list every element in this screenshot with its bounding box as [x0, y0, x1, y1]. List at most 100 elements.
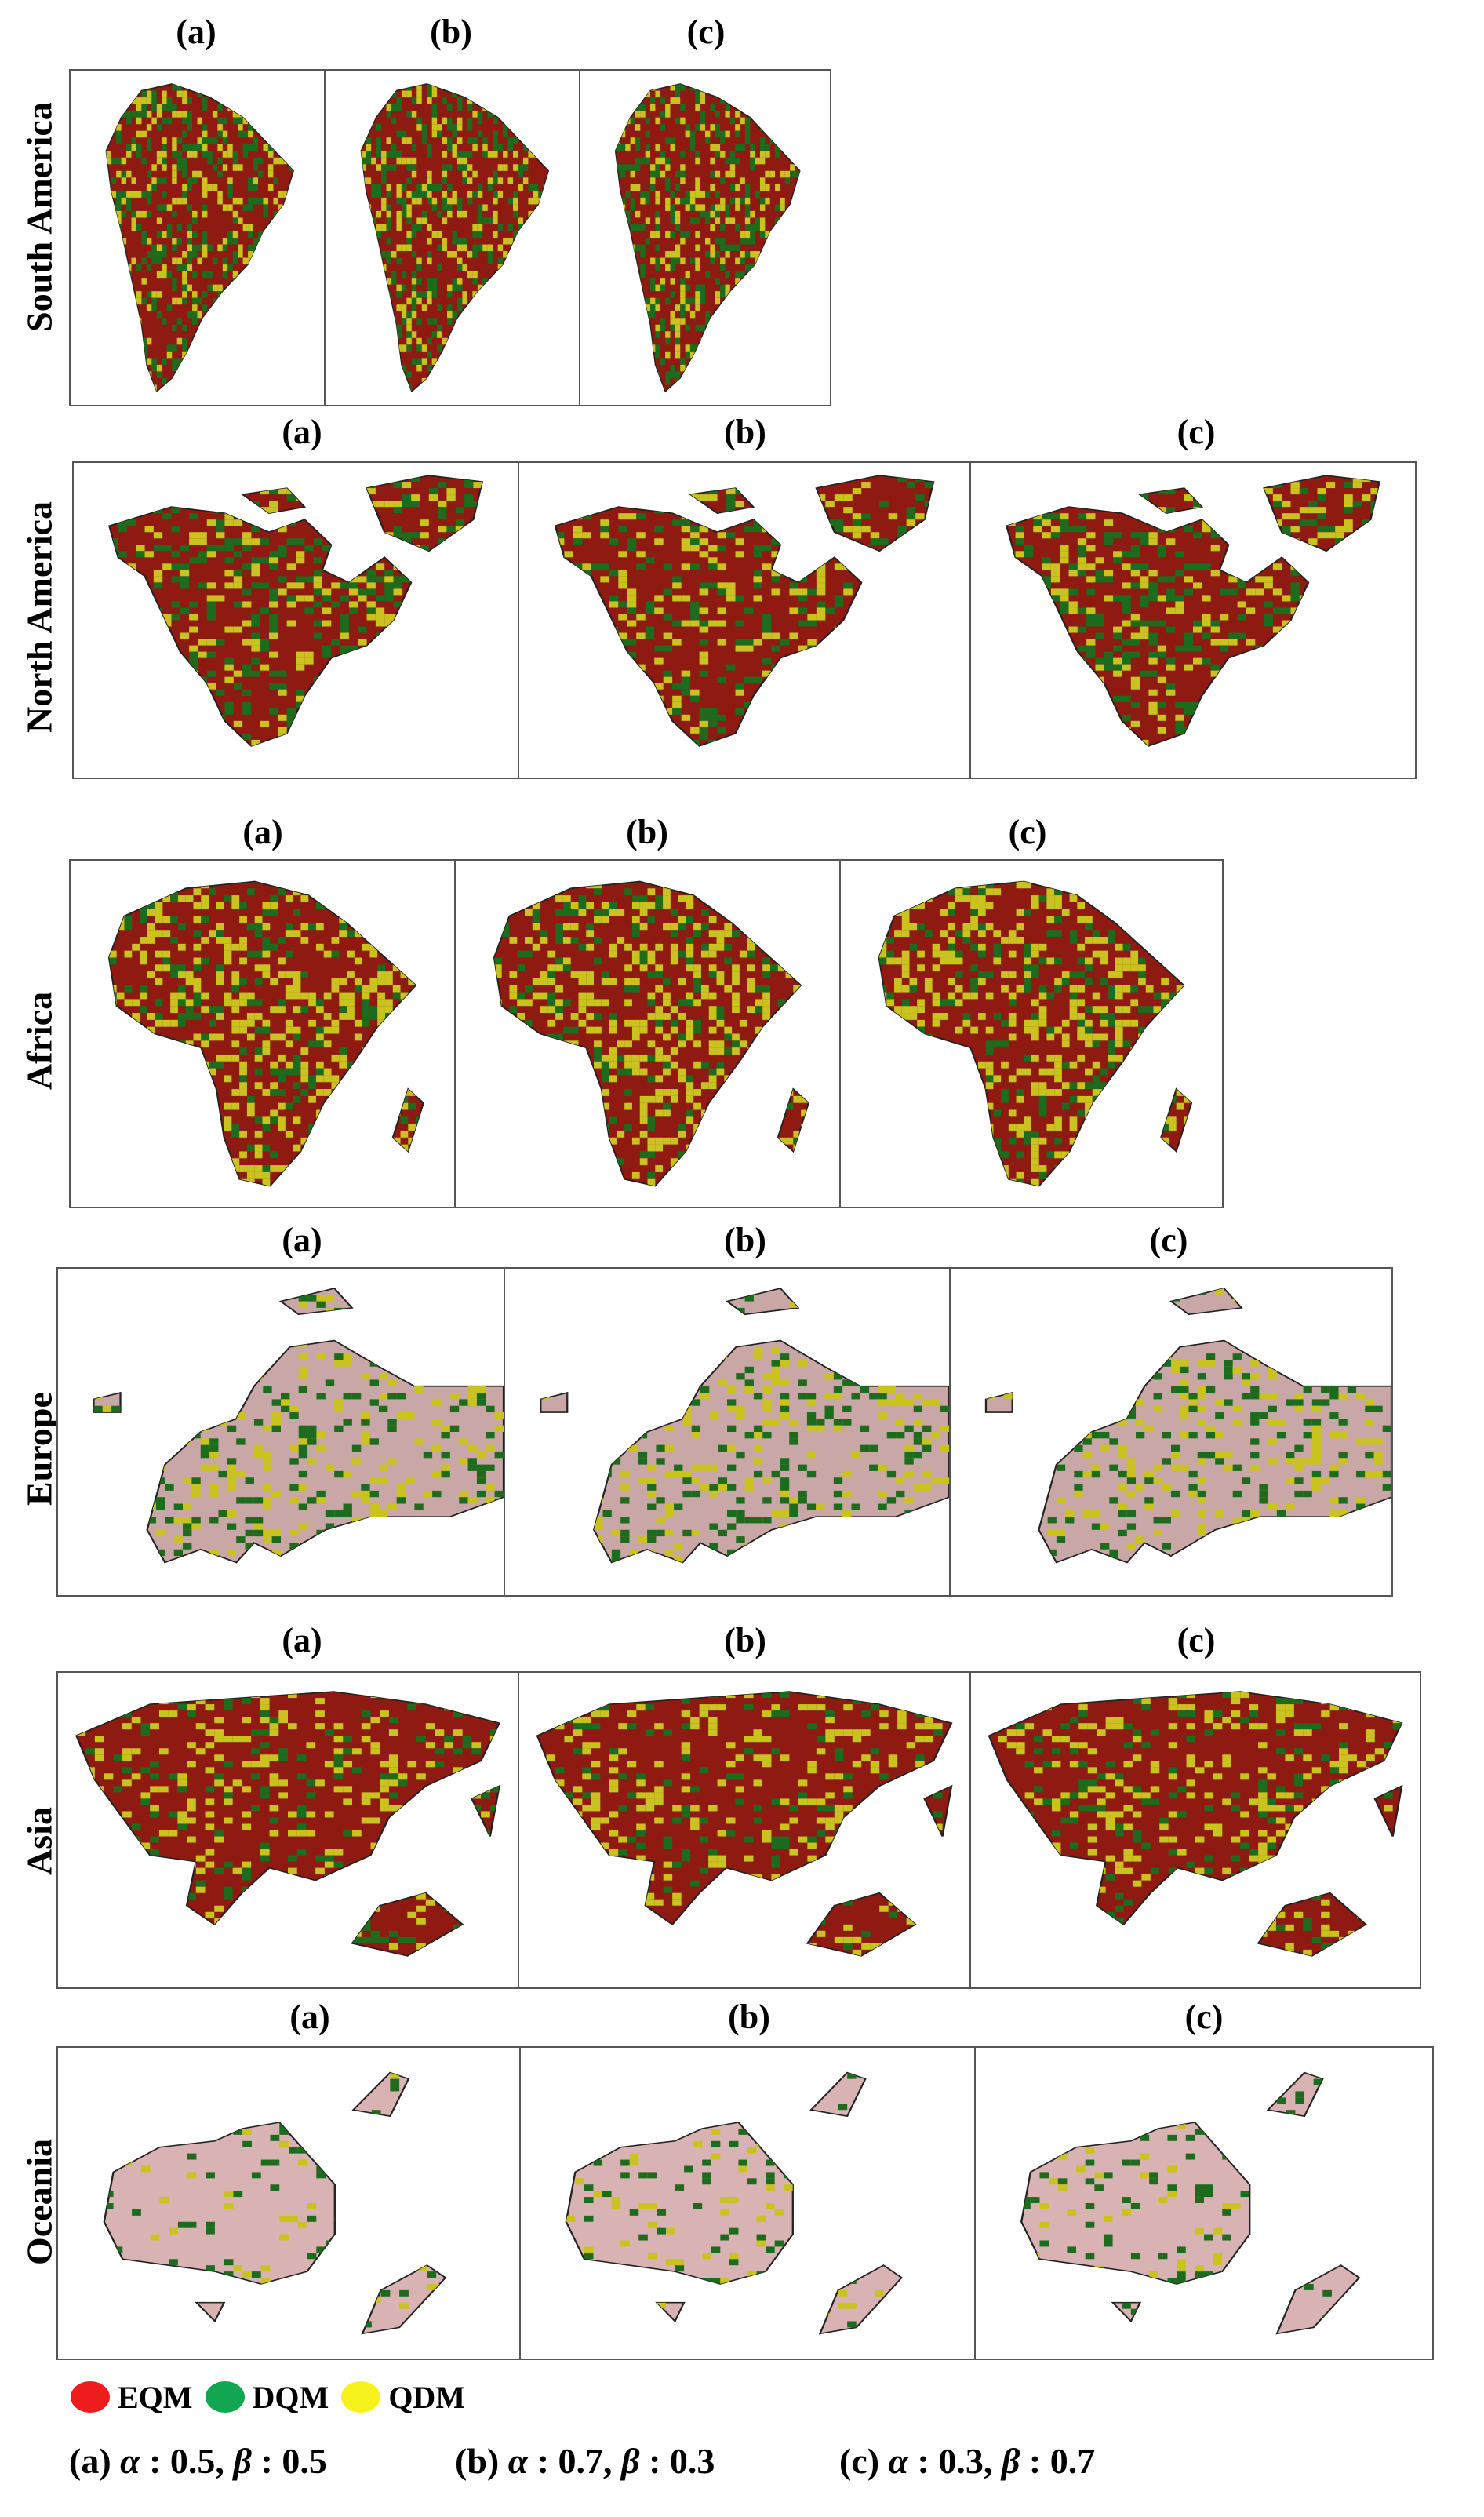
map-svg: [878, 880, 1193, 1187]
param-caption-a: (a) α : 0.5, β : 0.5: [69, 2440, 327, 2482]
grid-cells: [1006, 475, 1380, 746]
param-label: (b): [455, 2441, 500, 2481]
land-mass: [988, 1691, 1403, 1957]
map-svg: [614, 83, 801, 393]
separator: :: [1028, 2441, 1042, 2481]
panel-label-b: (b): [724, 413, 766, 451]
param-label: (a): [69, 2441, 111, 2481]
comma: ,: [215, 2441, 224, 2481]
land-mass: [984, 1287, 1391, 1564]
panel-label-b: (b): [724, 1621, 766, 1659]
alpha-symbol: α: [888, 2441, 909, 2481]
map-panel-oceania-c: [974, 2046, 1434, 2360]
row-label-oceania: Oceania: [19, 2139, 60, 2265]
beta-symbol: β: [621, 2441, 640, 2481]
param-label: (c): [839, 2441, 880, 2481]
map-panel-asia-c: [969, 1671, 1421, 1989]
panel-label-c: (c): [1177, 1621, 1216, 1659]
land-mass: [1020, 2071, 1361, 2335]
map-panel-oceania-b: [519, 2046, 976, 2360]
beta-value: 0.5: [282, 2441, 327, 2481]
panel-label-a: (a): [176, 13, 216, 51]
map-svg: [493, 880, 809, 1187]
map-svg: [105, 83, 295, 393]
legend-label: DQM: [252, 2379, 329, 2415]
panel-label-a: (a): [282, 1221, 322, 1259]
panel-label-c: (c): [1149, 1221, 1188, 1259]
row-label-asia: Asia: [19, 1807, 60, 1875]
grid-cells: [361, 84, 549, 392]
grid-cells: [493, 881, 809, 1186]
map-svg: [536, 1691, 953, 1957]
grid-cells: [106, 84, 294, 392]
param-caption-b: (b) α : 0.7, β : 0.3: [455, 2440, 715, 2482]
beta-value: 0.3: [669, 2441, 715, 2481]
map-panel-africa-a: [69, 859, 456, 1208]
alpha-value: 0.3: [938, 2441, 984, 2481]
separator: :: [149, 2441, 162, 2481]
map-svg: [1020, 2071, 1361, 2335]
dqm-swatch: [205, 2381, 245, 2413]
map-svg: [75, 1691, 501, 1957]
panel-label-a: (a): [282, 413, 322, 451]
alpha-value: 0.5: [169, 2441, 216, 2481]
separator: :: [260, 2441, 273, 2481]
map-svg: [984, 1287, 1391, 1564]
row-label-north-america: North America: [19, 501, 60, 734]
legend-item-dqm: DQM: [205, 2379, 337, 2416]
map-svg: [93, 1287, 504, 1564]
grid-cells: [878, 881, 1192, 1186]
panel-label-a: (a): [289, 1998, 330, 2036]
map-panel-europe-b: [504, 1267, 951, 1597]
map-svg: [360, 83, 550, 393]
separator: :: [649, 2441, 661, 2481]
map-panel-asia-a: [56, 1671, 519, 1989]
map-panel-north-america-a: [72, 461, 519, 779]
map-svg: [540, 1287, 949, 1564]
comma: ,: [603, 2441, 613, 2481]
qdm-swatch: [341, 2381, 381, 2413]
eqm-swatch: [71, 2381, 110, 2413]
separator: :: [917, 2441, 929, 2481]
map-panel-north-america-b: [518, 461, 971, 779]
alpha-symbol: α: [507, 2441, 529, 2481]
panel-label-c: (c): [1184, 1998, 1224, 2036]
beta-symbol: β: [233, 2441, 252, 2481]
panel-label-a: (a): [282, 1621, 322, 1659]
legend-item-qdm: QDM: [341, 2379, 473, 2416]
map-panel-africa-c: [839, 859, 1224, 1208]
grid-cells: [615, 84, 800, 392]
grid-cells: [108, 881, 424, 1186]
separator: :: [536, 2441, 550, 2481]
comma: ,: [983, 2441, 993, 2481]
land-mass: [105, 83, 295, 393]
alpha-value: 0.7: [558, 2441, 604, 2481]
panel-label-b: (b): [430, 13, 472, 51]
alpha-symbol: α: [120, 2441, 140, 2481]
map-panel-south-america-a: [69, 69, 326, 406]
panel-label-b: (b): [626, 813, 668, 851]
map-svg: [107, 880, 424, 1187]
panel-label-c: (c): [686, 13, 726, 51]
map-panel-africa-b: [454, 859, 841, 1208]
legend-label: QDM: [388, 2379, 466, 2415]
map-panel-europe-a: [56, 1267, 505, 1597]
map-panel-asia-b: [518, 1671, 971, 1989]
panel-label-b: (b): [728, 1998, 770, 2036]
map-svg: [554, 475, 935, 747]
land-mass: [103, 2071, 447, 2335]
panel-label-c: (c): [1008, 813, 1047, 851]
beta-value: 0.7: [1049, 2441, 1096, 2481]
beta-symbol: β: [1001, 2441, 1020, 2481]
legend: EQM DQM QDM: [71, 2373, 478, 2420]
map-panel-north-america-c: [969, 461, 1417, 779]
map-svg: [988, 1691, 1403, 1957]
row-label-africa: Africa: [19, 991, 60, 1091]
map-svg: [565, 2071, 903, 2335]
map-panel-south-america-b: [324, 69, 580, 406]
panel-label-b: (b): [724, 1221, 766, 1259]
legend-label: EQM: [118, 2379, 193, 2415]
map-panel-europe-c: [949, 1267, 1393, 1597]
map-svg: [1005, 475, 1381, 747]
map-svg: [107, 475, 484, 747]
